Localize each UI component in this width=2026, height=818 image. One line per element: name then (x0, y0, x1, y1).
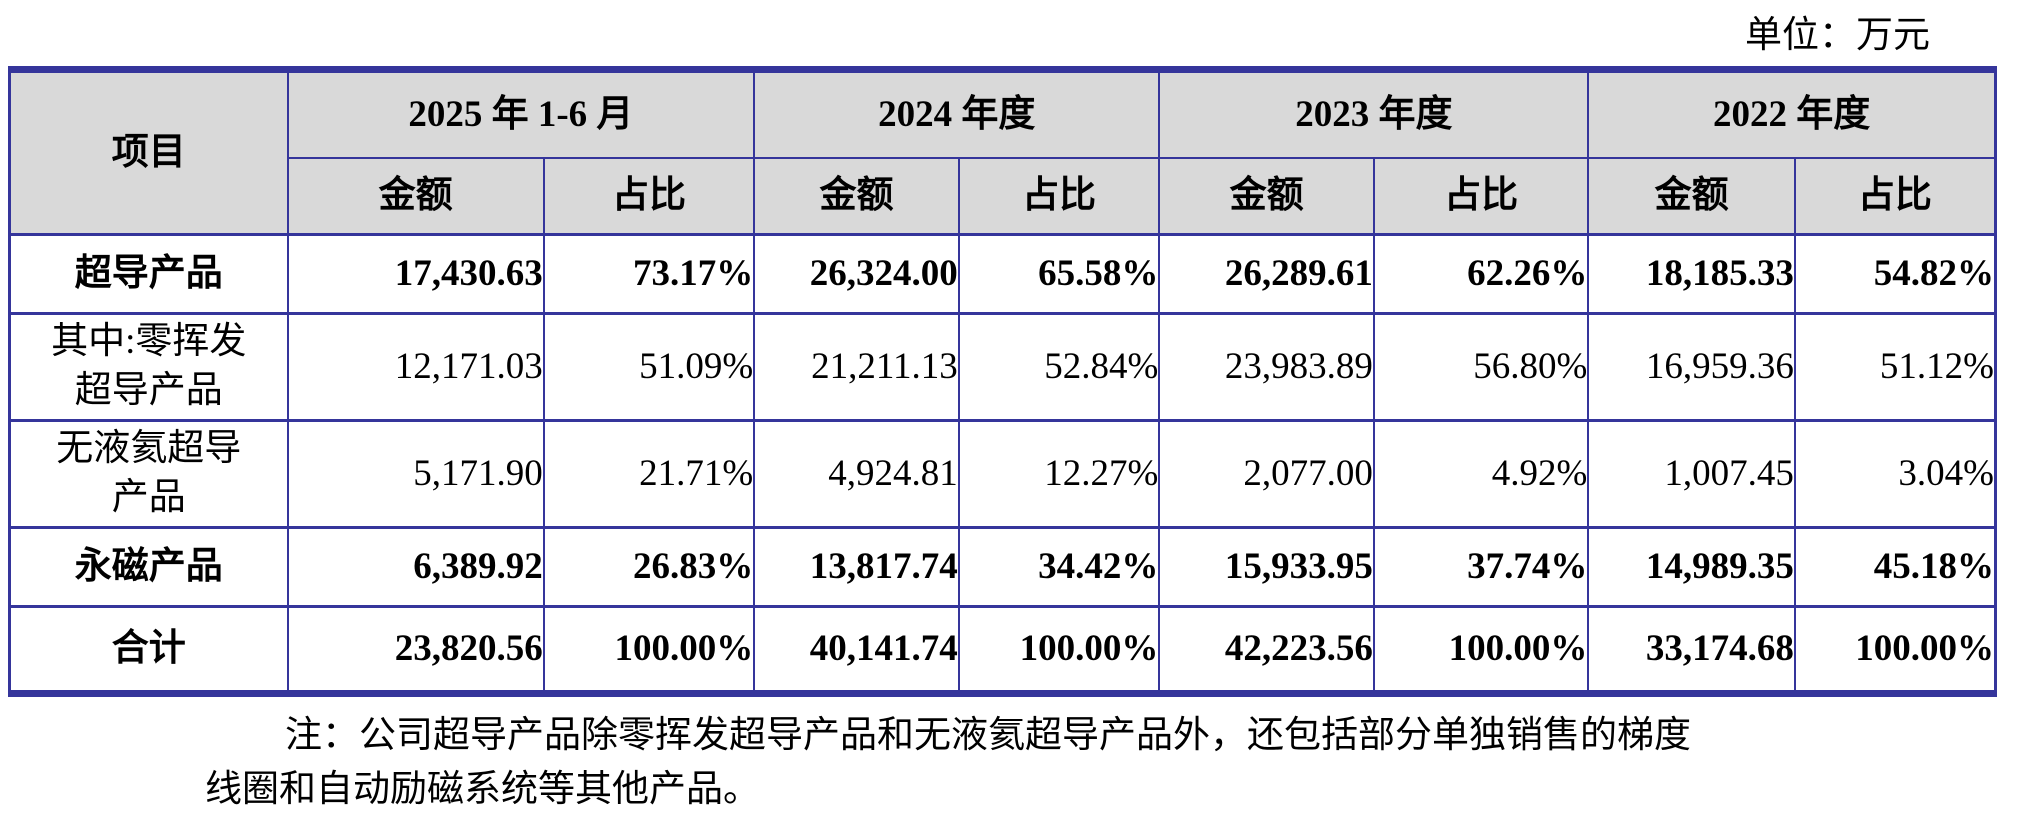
ratio-cell: 54.82% (1793, 233, 1997, 315)
ratio-cell: 51.12% (1793, 312, 1997, 422)
ratio-cell: 73.17% (542, 233, 756, 315)
sub-header-ratio-2023: 占比 (1372, 157, 1590, 236)
col-header-item: 项目 (8, 68, 289, 236)
amount-cell: 5,171.90 (286, 419, 545, 529)
amount-cell: 6,389.92 (286, 526, 545, 608)
amount-cell: 18,185.33 (1587, 233, 1796, 315)
table-row-zero-boiloff: 其中:零挥发 超导产品 12,171.03 51.09% 21,211.13 5… (8, 312, 1997, 422)
amount-cell: 15,933.95 (1158, 526, 1375, 608)
ratio-cell: 45.18% (1793, 526, 1997, 608)
amount-cell: 26,324.00 (753, 233, 960, 315)
ratio-cell: 21.71% (542, 419, 756, 529)
amount-cell: 14,989.35 (1587, 526, 1796, 608)
amount-cell: 23,983.89 (1158, 312, 1375, 422)
table-row-superconducting: 超导产品 17,430.63 73.17% 26,324.00 65.58% 2… (8, 233, 1997, 315)
amount-cell: 40,141.74 (753, 605, 960, 695)
ratio-cell: 34.42% (957, 526, 1161, 608)
amount-cell: 13,817.74 (753, 526, 960, 608)
sub-header-ratio-2025: 占比 (542, 157, 756, 236)
amount-cell: 4,924.81 (753, 419, 960, 529)
ratio-cell: 3.04% (1793, 419, 1997, 529)
year-header-2025: 2025 年 1-6 月 (286, 68, 756, 159)
amount-cell: 21,211.13 (753, 312, 960, 422)
sub-header-amount-2022: 金额 (1587, 157, 1796, 236)
amount-cell: 17,430.63 (286, 233, 545, 315)
year-header-2022: 2022 年度 (1587, 68, 1997, 159)
ratio-cell: 37.74% (1372, 526, 1590, 608)
amount-cell: 1,007.45 (1587, 419, 1796, 529)
amount-cell: 2,077.00 (1158, 419, 1375, 529)
amount-cell: 16,959.36 (1587, 312, 1796, 422)
table-row-permanent-magnet: 永磁产品 6,389.92 26.83% 13,817.74 34.42% 15… (8, 526, 1997, 608)
row-label: 超导产品 (8, 233, 289, 315)
ratio-cell: 56.80% (1372, 312, 1590, 422)
sub-header-amount-2023: 金额 (1158, 157, 1375, 236)
ratio-cell: 12.27% (957, 419, 1161, 529)
row-label: 其中:零挥发 超导产品 (8, 312, 289, 422)
year-header-row: 项目 2025 年 1-6 月 2024 年度 2023 年度 2022 年度 (8, 68, 1997, 236)
sub-header-amount-2025: 金额 (286, 157, 545, 236)
amount-cell: 26,289.61 (1158, 233, 1375, 315)
footnote: 注：公司超导产品除零挥发超导产品和无液氦超导产品外，还包括部分单独销售的梯度 线… (205, 715, 1691, 810)
ratio-cell: 100.00% (1372, 605, 1590, 695)
ratio-cell: 100.00% (542, 605, 756, 695)
row-label: 无液氦超导 产品 (8, 419, 289, 529)
table-row-helium-free: 无液氦超导 产品 5,171.90 21.71% 4,924.81 12.27%… (8, 419, 1997, 529)
amount-cell: 23,820.56 (286, 605, 545, 695)
sub-header-row: 金额 占比 金额 占比 金额 占比 金额 占比 (10, 157, 1997, 236)
amount-cell: 12,171.03 (286, 312, 545, 422)
row-label: 合计 (8, 605, 289, 695)
ratio-cell: 100.00% (1793, 605, 1997, 695)
sub-header-amount-2024: 金额 (753, 157, 960, 236)
sub-header-ratio-2024: 占比 (957, 157, 1161, 236)
amount-cell: 33,174.68 (1587, 605, 1796, 695)
ratio-cell: 51.09% (542, 312, 756, 422)
table-row-total: 合计 23,820.56 100.00% 40,141.74 100.00% 4… (8, 605, 1997, 695)
ratio-cell: 52.84% (957, 312, 1161, 422)
sub-header-ratio-2022: 占比 (1793, 157, 1997, 236)
ratio-cell: 4.92% (1372, 419, 1590, 529)
year-header-2024: 2024 年度 (753, 68, 1161, 159)
ratio-cell: 65.58% (957, 233, 1161, 315)
year-header-2023: 2023 年度 (1158, 68, 1590, 159)
ratio-cell: 26.83% (542, 526, 756, 608)
ratio-cell: 100.00% (957, 605, 1161, 695)
ratio-cell: 62.26% (1372, 233, 1590, 315)
row-label: 永磁产品 (8, 526, 289, 608)
revenue-breakdown-table: 项目 2025 年 1-6 月 2024 年度 2023 年度 2022 年度 … (8, 66, 1997, 697)
unit-label: 单位：万元 (1745, 15, 1930, 56)
amount-cell: 42,223.56 (1158, 605, 1375, 695)
